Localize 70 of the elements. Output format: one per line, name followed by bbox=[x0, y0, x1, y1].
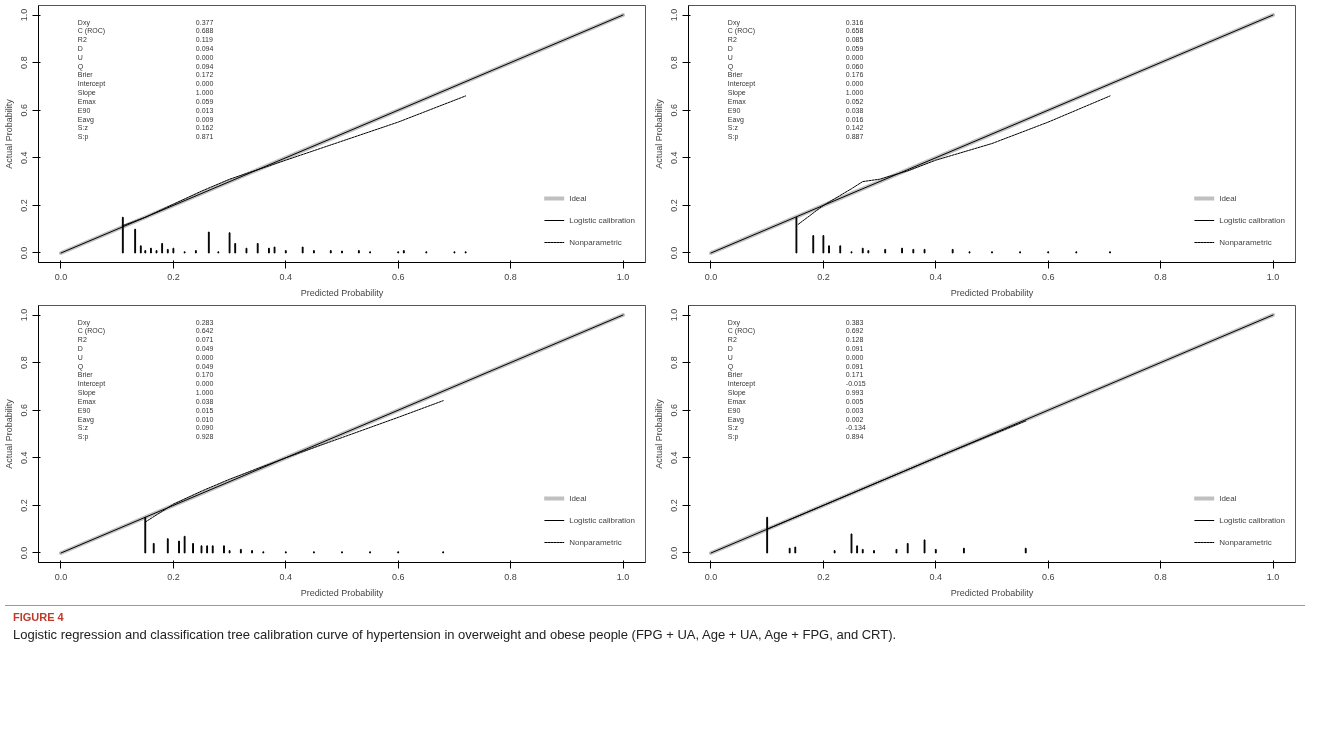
y-tick-label: 1.0 bbox=[669, 8, 680, 22]
x-tick-label: 1.0 bbox=[616, 271, 630, 282]
y-tick-label: 1.0 bbox=[669, 308, 680, 322]
x-axis-title: Predicted Probability bbox=[300, 587, 384, 598]
legend-label: Nonparametric bbox=[1219, 237, 1272, 247]
x-axis-title: Predicted Probability bbox=[950, 287, 1034, 298]
y-tick-label: 1.0 bbox=[19, 8, 30, 22]
x-tick-label: 1.0 bbox=[1266, 571, 1280, 582]
y-axis-title: Actual Probability bbox=[653, 398, 664, 469]
y-tick-label: 0.0 bbox=[669, 546, 680, 560]
x-tick-label: 0.4 bbox=[279, 271, 293, 282]
x-tick-label: 0.0 bbox=[54, 271, 68, 282]
x-tick-label: 0.2 bbox=[167, 571, 180, 582]
legend-label: Nonparametric bbox=[1219, 537, 1272, 547]
y-tick-label: 0.6 bbox=[19, 103, 30, 117]
x-tick-label: 0.6 bbox=[1041, 271, 1055, 282]
x-tick-label: 0.6 bbox=[391, 271, 405, 282]
x-tick-label: 1.0 bbox=[616, 571, 630, 582]
y-tick-label: 1.0 bbox=[19, 308, 30, 322]
y-tick-label: 0.6 bbox=[669, 103, 680, 117]
y-tick-label: 0.6 bbox=[669, 403, 680, 417]
x-tick-label: 0.6 bbox=[1041, 571, 1055, 582]
text: Logistic regression and classification tree calibration curve of hypertension in overweight and obese people (FPG + UA, Age + UA, Age + FPG, and CRT). bbox=[13, 625, 897, 644]
legend-label: Nonparametric bbox=[569, 237, 622, 247]
x-tick-label: 0.2 bbox=[817, 271, 830, 282]
x-axis-title: Predicted Probability bbox=[950, 587, 1034, 598]
legend-label: Ideal bbox=[569, 193, 588, 203]
x-tick-label: 0.4 bbox=[279, 571, 293, 582]
x-tick-label: 0.8 bbox=[504, 571, 517, 582]
caption: FIGURE 4 bbox=[13, 610, 65, 625]
y-tick-label: 0.8 bbox=[19, 56, 30, 69]
y-tick-label: 0.4 bbox=[669, 151, 680, 165]
y-tick-label: 0.4 bbox=[669, 451, 680, 465]
y-axis-title: Actual Probability bbox=[3, 398, 14, 469]
x-tick-label: 0.2 bbox=[817, 571, 830, 582]
x-tick-label: 1.0 bbox=[1266, 271, 1280, 282]
legend-label: Nonparametric bbox=[569, 537, 622, 547]
y-tick-label: 0.0 bbox=[669, 246, 680, 260]
x-tick-label: 0.0 bbox=[704, 271, 718, 282]
x-tick-label: 0.8 bbox=[1154, 271, 1167, 282]
legend-label: Logistic calibration bbox=[569, 215, 635, 225]
legend-label: Ideal bbox=[1219, 193, 1238, 203]
x-tick-label: 0.0 bbox=[704, 571, 718, 582]
x-axis-title: Predicted Probability bbox=[300, 287, 384, 298]
legend-label: Logistic calibration bbox=[569, 515, 635, 525]
x-tick-label: 0.6 bbox=[391, 571, 405, 582]
x-tick-label: 0.8 bbox=[1154, 571, 1167, 582]
y-tick-label: 0.2 bbox=[669, 499, 680, 512]
x-tick-label: 0.4 bbox=[929, 271, 943, 282]
y-tick-label: 0.0 bbox=[19, 546, 30, 560]
legend-label: Logistic calibration bbox=[1219, 515, 1285, 525]
y-tick-label: 0.4 bbox=[19, 151, 30, 165]
x-tick-label: 0.2 bbox=[167, 271, 180, 282]
y-tick-label: 0.8 bbox=[669, 56, 680, 69]
y-tick-label: 0.6 bbox=[19, 403, 30, 417]
legend-label: Logistic calibration bbox=[1219, 215, 1285, 225]
y-tick-label: 0.8 bbox=[19, 356, 30, 369]
y-tick-label: 0.2 bbox=[19, 199, 30, 212]
y-axis-title: Actual Probability bbox=[3, 98, 14, 169]
x-tick-label: 0.8 bbox=[504, 271, 517, 282]
y-tick-label: 0.0 bbox=[19, 246, 30, 260]
y-axis-title: Actual Probability bbox=[653, 98, 664, 169]
legend-label: Ideal bbox=[569, 493, 588, 503]
y-tick-label: 0.8 bbox=[669, 356, 680, 369]
y-tick-label: 0.2 bbox=[669, 199, 680, 212]
y-tick-label: 0.2 bbox=[19, 499, 30, 512]
x-tick-label: 0.4 bbox=[929, 571, 943, 582]
x-tick-label: 0.0 bbox=[54, 571, 68, 582]
legend-label: Ideal bbox=[1219, 493, 1238, 503]
y-tick-label: 0.4 bbox=[19, 451, 30, 465]
